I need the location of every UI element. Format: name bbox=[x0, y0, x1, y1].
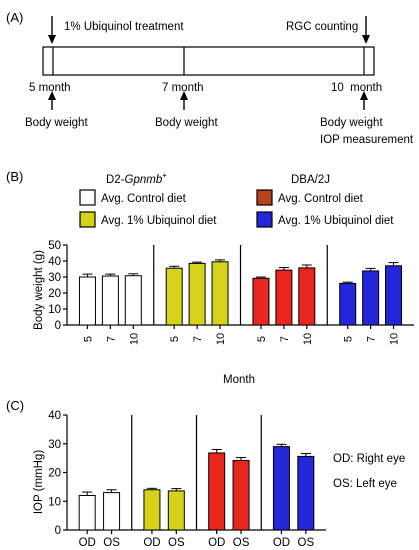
legend-group1-prefix: D2- bbox=[106, 174, 125, 186]
bar bbox=[188, 262, 206, 326]
treatment-label: 1% Ubiquinol treatment bbox=[64, 21, 184, 33]
x-tick-label: OS bbox=[298, 537, 315, 549]
note-od: OD: Right eye bbox=[333, 453, 405, 465]
legend-swatch-dba-ubiquinol bbox=[256, 211, 273, 228]
bar bbox=[385, 265, 403, 326]
y-tick-label: 40 bbox=[48, 256, 61, 268]
panel-b-legend: (B) D2-Gpnmb+ DBA/2J Avg. Control diet A… bbox=[6, 169, 394, 228]
y-tick-label: 10 bbox=[48, 304, 61, 316]
y-tick-label: 20 bbox=[48, 288, 61, 300]
legend-group1-gene: Gpnmb bbox=[125, 174, 163, 186]
body-weight-x-axis-label: Month bbox=[223, 374, 255, 386]
x-tick-label: OD bbox=[143, 537, 160, 549]
y-tick-label: 30 bbox=[48, 439, 61, 451]
x-tick-label: 7 bbox=[105, 336, 117, 342]
x-tick-label: OD bbox=[273, 537, 290, 549]
bar bbox=[297, 455, 315, 531]
bar bbox=[339, 282, 357, 326]
note-os: OS: Left eye bbox=[333, 478, 397, 490]
iop-plot: 0 10 20 30 40 OD OS OD OS OD OS OD OS bbox=[48, 410, 326, 549]
body-weight-label-10: Body weight bbox=[320, 117, 383, 129]
bar bbox=[103, 492, 121, 531]
bar bbox=[167, 490, 185, 531]
body-weight-arrow-7 bbox=[180, 91, 188, 110]
bar bbox=[275, 269, 293, 326]
x-tick-label: OS bbox=[233, 537, 250, 549]
bar bbox=[211, 261, 229, 326]
x-tick-label: 7 bbox=[192, 336, 204, 342]
legend-swatch-d2-control bbox=[79, 189, 96, 206]
x-tick-label: OD bbox=[79, 537, 96, 549]
rgc-counting-arrow bbox=[362, 16, 370, 44]
legend-swatch-dba-control bbox=[256, 189, 273, 206]
panel-a: (A) 1% Ubiquinol treatment RGC counting … bbox=[6, 10, 414, 146]
x-tick-label: 7 bbox=[366, 336, 378, 342]
bar bbox=[101, 275, 119, 326]
panel-a-label: (A) bbox=[6, 10, 23, 25]
x-tick-label: 10 bbox=[389, 333, 401, 345]
legend-group2-title: DBA/2J bbox=[291, 174, 330, 186]
rgc-counting-label: RGC counting bbox=[286, 21, 358, 33]
body-weight-label-5: Body weight bbox=[25, 117, 88, 129]
x-tick-label: OD bbox=[208, 537, 225, 549]
bar bbox=[143, 489, 161, 531]
legend-label-dba-control: Avg. Control diet bbox=[278, 193, 364, 205]
x-tick-label: 7 bbox=[279, 336, 291, 342]
panel-c: (C) IOP (mmHg) 0 10 20 30 40 OD OS OD OS OD OS OD OS… bbox=[6, 398, 405, 549]
bar bbox=[298, 267, 316, 326]
timeline-bar bbox=[42, 46, 375, 76]
bar bbox=[252, 277, 270, 326]
legend-group1-title: D2-Gpnmb+ bbox=[106, 171, 167, 186]
body-weight-y-axis-label: Body weight (g) bbox=[33, 250, 45, 330]
bar bbox=[78, 495, 96, 531]
x-tick-label: 5 bbox=[82, 336, 94, 342]
panel-b-chart: Body weight (g) Month 0 10 20 30 40 50 5 7 10 5 7 1… bbox=[33, 240, 414, 386]
panel-c-label: (C) bbox=[6, 398, 24, 413]
bar bbox=[232, 459, 250, 531]
bar bbox=[272, 446, 290, 531]
body-weight-arrow-10 bbox=[360, 91, 368, 110]
y-tick-label: 0 bbox=[55, 320, 61, 332]
iop-y-axis-label: IOP (mmHg) bbox=[33, 450, 45, 514]
bar bbox=[208, 452, 226, 531]
bar bbox=[165, 267, 183, 326]
y-tick-label: 20 bbox=[48, 468, 61, 480]
body-weight-plot: 0 10 20 30 40 50 5 7 10 5 7 10 5 7 10 5 7 10 bbox=[48, 240, 414, 345]
x-tick-label: 5 bbox=[169, 336, 181, 342]
legend-group1-sup: + bbox=[162, 171, 167, 180]
month-5-label: 5 month bbox=[29, 82, 71, 94]
body-weight-arrow-5 bbox=[48, 91, 56, 110]
x-tick-label: OS bbox=[103, 537, 120, 549]
bar bbox=[362, 270, 380, 326]
body-weight-label-7: Body weight bbox=[155, 117, 218, 129]
x-tick-label: OS bbox=[168, 537, 185, 549]
x-tick-label: 10 bbox=[302, 333, 314, 345]
month-10-label: 10 month bbox=[331, 82, 382, 94]
bar bbox=[124, 275, 142, 326]
y-tick-label: 10 bbox=[48, 496, 61, 508]
legend-label-d2-control: Avg. Control diet bbox=[101, 193, 187, 205]
treatment-start-arrow bbox=[48, 16, 56, 44]
month-7-label: 7 month bbox=[162, 82, 204, 94]
bar bbox=[78, 276, 96, 326]
legend-label-d2-ubiquinol: Avg. 1% Ubiquinol diet bbox=[101, 215, 217, 227]
x-tick-label: 10 bbox=[128, 333, 140, 345]
y-tick-label: 30 bbox=[48, 272, 61, 284]
y-tick-label: 40 bbox=[48, 410, 61, 422]
iop-measurement-label: IOP measurement bbox=[320, 134, 414, 146]
panel-b-label: (B) bbox=[6, 169, 23, 184]
legend-label-dba-ubiquinol: Avg. 1% Ubiquinol diet bbox=[278, 215, 394, 227]
x-tick-label: 5 bbox=[256, 336, 268, 342]
legend-swatch-d2-ubiquinol bbox=[79, 211, 96, 228]
x-tick-label: 10 bbox=[215, 333, 227, 345]
y-tick-label: 50 bbox=[48, 240, 61, 252]
y-tick-label: 0 bbox=[55, 525, 61, 537]
x-tick-label: 5 bbox=[343, 336, 355, 342]
